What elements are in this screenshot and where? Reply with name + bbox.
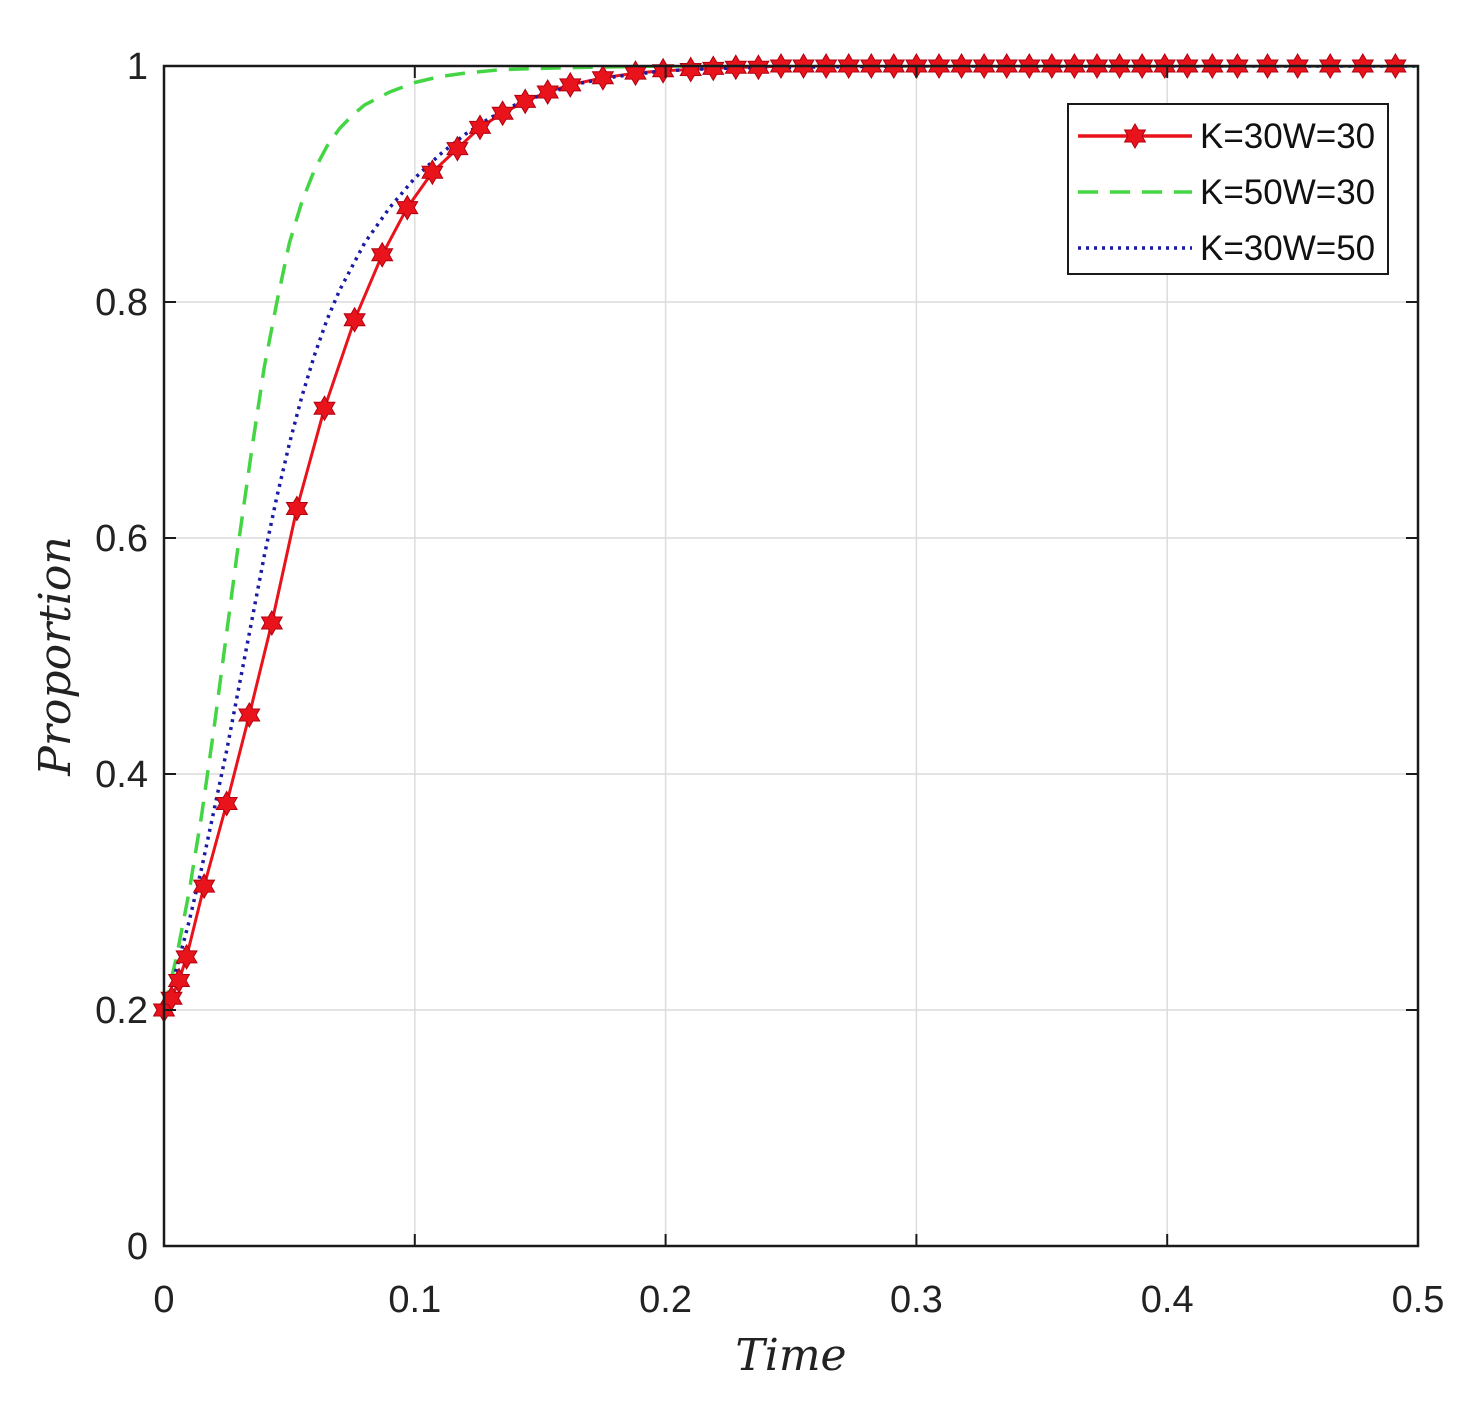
x-tick-label: 0 — [153, 1279, 174, 1321]
y-axis-title: Proportion — [30, 536, 81, 776]
x-tick-label: 0.2 — [639, 1279, 692, 1321]
plot-frame — [162, 64, 1420, 1248]
y-tick-label: 0.2 — [95, 990, 148, 1032]
series-1-marker — [396, 194, 419, 221]
y-tick-label: 0.8 — [95, 282, 148, 324]
series-1-marker — [591, 64, 615, 91]
series-1-marker — [513, 88, 537, 115]
series-1-marker — [491, 100, 514, 127]
legend-label-3: K=30W=50 — [1200, 229, 1375, 268]
x-tick-label: 0.1 — [388, 1279, 441, 1321]
legend-box — [1067, 103, 1389, 275]
x-axis-title: Time — [735, 1330, 846, 1381]
series-1-marker — [167, 967, 191, 994]
x-tick-label: 0.4 — [1141, 1279, 1194, 1321]
series-1-marker — [702, 55, 725, 82]
series-1-marker — [313, 395, 336, 422]
legend-marker-1 — [1123, 123, 1147, 149]
x-tick-label: 0.5 — [1392, 1279, 1445, 1321]
series-1-marker — [370, 241, 394, 268]
series-1-marker — [260, 610, 284, 637]
series-1-marker — [421, 159, 444, 186]
y-tick-label: 0.4 — [95, 754, 148, 796]
series-1-marker — [446, 135, 469, 162]
series-1-marker — [343, 306, 366, 333]
series-1-marker — [215, 790, 238, 817]
series-1-marker — [559, 71, 582, 98]
series-1-marker — [238, 702, 261, 728]
series-1-marker — [175, 943, 198, 970]
y-tick-label: 0.6 — [95, 518, 148, 560]
y-tick-label: 1 — [127, 46, 148, 88]
legend: K=30W=30 K=50W=30 K=30W=50 — [1067, 103, 1389, 275]
ticks — [163, 65, 1419, 1247]
legend-label-2: K=50W=30 — [1200, 173, 1375, 212]
y-tick-label: 0 — [127, 1226, 148, 1268]
tick-labels: 0 0.1 0.2 0.3 0.4 0.5 0 0.2 0.4 0.6 0.8 1 — [95, 46, 1444, 1321]
series-1-marker — [468, 114, 492, 141]
series-1-marker — [536, 79, 559, 105]
series-1-marker — [285, 495, 309, 522]
legend-label-1: K=30W=30 — [1200, 117, 1375, 156]
series-1-marker — [679, 56, 702, 83]
x-tick-label: 0.3 — [890, 1279, 943, 1321]
series-1-marker — [192, 873, 216, 900]
series-1-marker — [651, 57, 675, 84]
